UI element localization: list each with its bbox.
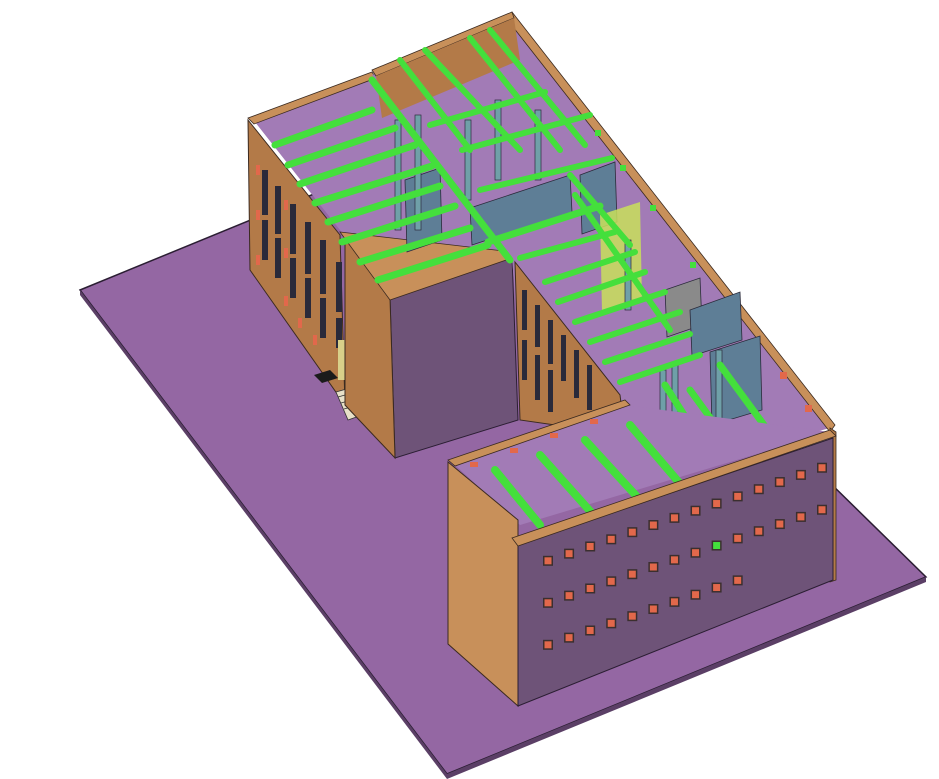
facade-window-pane <box>607 577 615 585</box>
entrance-canopy <box>314 370 338 383</box>
facade-window-pane <box>670 556 678 564</box>
beam <box>422 47 523 153</box>
facade-window-pane <box>565 592 573 600</box>
beam <box>311 162 436 207</box>
beam <box>491 466 544 529</box>
beam <box>296 141 419 188</box>
facade-window-pane <box>565 550 573 558</box>
facade-window-pane <box>670 598 678 606</box>
middle-facade-windows <box>522 290 592 412</box>
beam <box>536 451 602 524</box>
beam <box>517 229 618 261</box>
facade-window-pane <box>692 507 700 515</box>
facade-window-pane <box>544 599 552 607</box>
entrance-door <box>338 340 346 380</box>
facade-window-pane <box>607 619 615 627</box>
beam <box>397 57 473 153</box>
south-wing-floor <box>455 405 830 525</box>
facade-window-pane <box>628 612 636 620</box>
facade-window-pane <box>713 542 721 550</box>
facade-window-pane <box>692 549 700 557</box>
facade-window-pane <box>734 534 742 542</box>
beam <box>467 35 563 153</box>
south-wing-back-windows <box>470 419 598 467</box>
facade-window-pane <box>544 557 552 565</box>
beam <box>572 192 673 333</box>
facade-window-pane <box>649 605 657 613</box>
facade-window-pane <box>734 576 742 584</box>
facade-window-pane <box>713 584 721 592</box>
ground-slab-edge-right <box>447 577 926 779</box>
beam <box>356 224 474 266</box>
facade-window-pane <box>649 563 657 571</box>
beam <box>587 309 683 345</box>
facade-window-pane <box>586 542 594 550</box>
beam <box>324 182 444 226</box>
east-wall-windows <box>595 130 696 268</box>
beam <box>338 202 459 246</box>
facade-window-pane <box>776 520 784 528</box>
facade-window-pane <box>755 527 763 535</box>
facade-window-pane <box>565 634 573 642</box>
facade-window-pane <box>797 471 805 479</box>
facade-window-pane <box>586 584 594 592</box>
facade-window-pane <box>776 478 784 486</box>
beam <box>284 124 399 169</box>
facade-window-pane <box>818 464 826 472</box>
facade-window-pane <box>670 514 678 522</box>
beam <box>617 352 703 385</box>
ground-slab-edge <box>80 290 447 779</box>
east-wall-red-windows <box>780 372 812 412</box>
south-facade-windows <box>543 462 827 650</box>
glass-partition-5 <box>689 291 743 357</box>
facade-window-pane <box>692 591 700 599</box>
beam <box>368 76 514 264</box>
beam <box>581 436 644 504</box>
beam <box>477 155 615 193</box>
beam <box>484 202 604 246</box>
facade-window-pane <box>713 500 721 508</box>
facade-window-pane <box>628 570 636 578</box>
facade-window-pane <box>607 535 615 543</box>
facade-window-pane <box>586 626 594 634</box>
west-facade-windows <box>262 170 342 348</box>
south-facade-top <box>511 429 837 547</box>
facade-window-pane <box>649 521 657 529</box>
south-wing-beams <box>491 421 686 529</box>
north-wall-inner <box>376 18 520 118</box>
beam <box>626 421 686 490</box>
beam <box>602 331 693 365</box>
facade-window-pane <box>544 641 552 649</box>
west-facade-window-sills <box>256 165 317 345</box>
beam <box>487 27 588 148</box>
beam <box>374 241 492 284</box>
facade-window-pane <box>797 513 805 521</box>
facade-window-pane <box>755 485 763 493</box>
south-wing-back-wall-top <box>447 399 631 467</box>
facade-window-pane <box>818 506 826 514</box>
beam <box>271 106 376 149</box>
beam <box>459 112 593 153</box>
facade-window-pane <box>628 528 636 536</box>
beam <box>567 172 633 248</box>
beam <box>427 89 548 128</box>
facade-window-pane <box>734 492 742 500</box>
